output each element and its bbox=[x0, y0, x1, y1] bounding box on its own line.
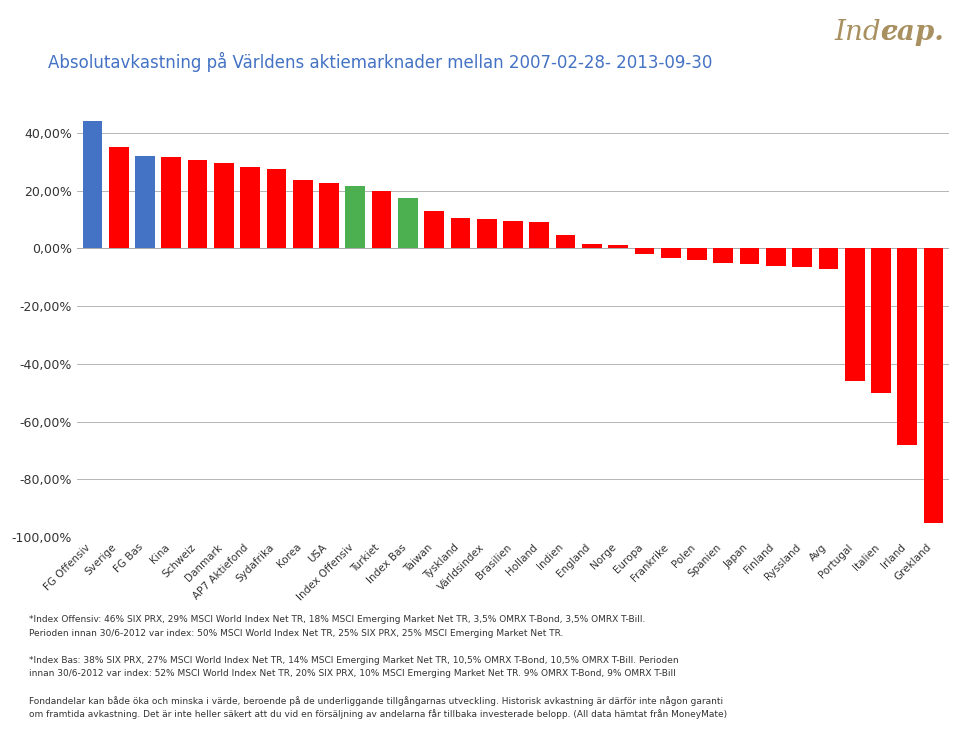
Bar bbox=[845, 248, 865, 381]
Bar bbox=[503, 221, 523, 248]
Bar bbox=[319, 184, 339, 248]
Text: Fondandelar kan både öka och minska i värde, beroende på de underliggande tillgå: Fondandelar kan både öka och minska i vä… bbox=[29, 696, 723, 706]
Bar bbox=[109, 147, 129, 248]
Bar bbox=[267, 169, 287, 248]
Bar bbox=[792, 248, 812, 267]
Bar bbox=[135, 156, 155, 248]
Text: *Index Offensiv: 46% SIX PRX, 29% MSCI World Index Net TR, 18% MSCI Emerging Mar: *Index Offensiv: 46% SIX PRX, 29% MSCI W… bbox=[29, 615, 645, 624]
Bar bbox=[739, 248, 760, 264]
Bar bbox=[819, 248, 838, 269]
Bar bbox=[477, 219, 497, 248]
Bar bbox=[82, 122, 103, 248]
Bar bbox=[556, 235, 575, 248]
Bar bbox=[424, 211, 444, 248]
Bar bbox=[372, 190, 391, 248]
Bar bbox=[161, 157, 181, 248]
Bar bbox=[713, 248, 734, 263]
Bar bbox=[924, 248, 944, 523]
Bar bbox=[661, 248, 681, 258]
Bar bbox=[398, 198, 418, 248]
Bar bbox=[608, 245, 628, 248]
Text: om framtida avkastning. Det är inte heller säkert att du vid en försäljning av a: om framtida avkastning. Det är inte hell… bbox=[29, 709, 727, 719]
Bar bbox=[188, 160, 207, 248]
Text: Absolutavkastning på Världens aktiemarknader mellan 2007-02-28- 2013-09-30: Absolutavkastning på Världens aktiemarkn… bbox=[48, 52, 713, 72]
Bar bbox=[241, 168, 260, 248]
Text: Inde: Inde bbox=[834, 19, 898, 46]
Bar bbox=[898, 248, 917, 445]
Bar bbox=[529, 222, 550, 248]
Bar bbox=[214, 163, 234, 248]
Bar bbox=[871, 248, 891, 392]
Bar bbox=[292, 181, 313, 248]
Text: cap.: cap. bbox=[880, 19, 945, 46]
Text: innan 30/6-2012 var index: 52% MSCI World Index Net TR, 20% SIX PRX, 10% MSCI Em: innan 30/6-2012 var index: 52% MSCI Worl… bbox=[29, 669, 675, 678]
Bar bbox=[451, 218, 470, 248]
Text: Perioden innan 30/6-2012 var index: 50% MSCI World Index Net TR, 25% SIX PRX, 25: Perioden innan 30/6-2012 var index: 50% … bbox=[29, 629, 563, 638]
Bar bbox=[766, 248, 785, 266]
Bar bbox=[582, 244, 602, 248]
Bar bbox=[688, 248, 707, 260]
Bar bbox=[345, 186, 365, 248]
Bar bbox=[635, 248, 654, 254]
Text: *Index Bas: 38% SIX PRX, 27% MSCI World Index Net TR, 14% MSCI Emerging Market N: *Index Bas: 38% SIX PRX, 27% MSCI World … bbox=[29, 656, 678, 665]
